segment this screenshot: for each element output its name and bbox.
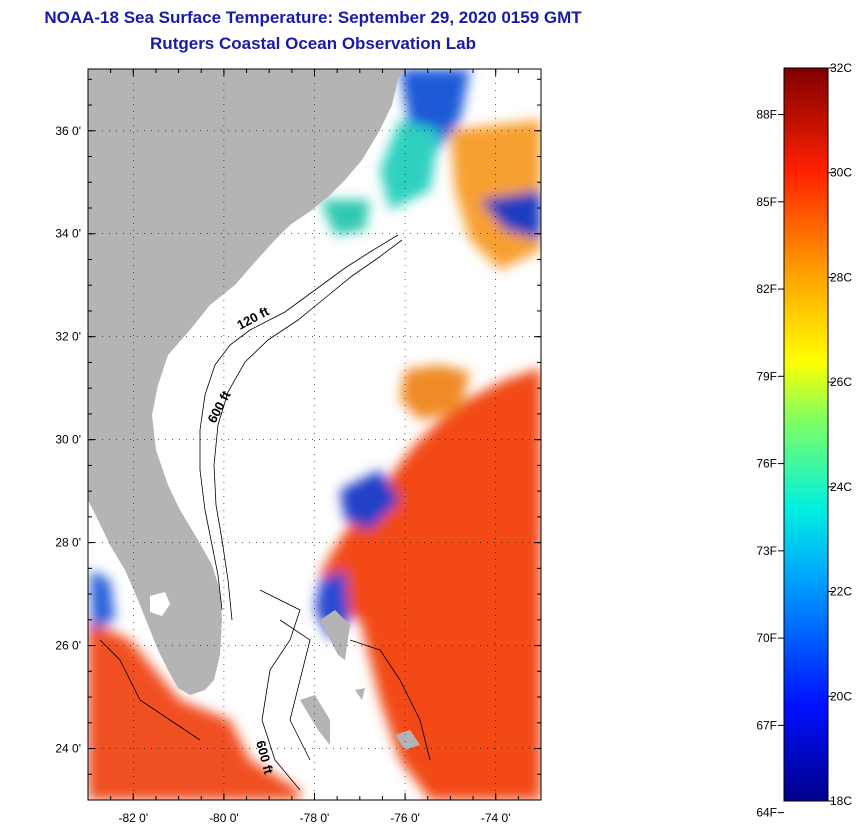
colorbar-c-label: 20C <box>830 689 852 703</box>
lon-tick-label: -78 0' <box>300 811 330 825</box>
colorbar-f-label: 67F <box>756 718 777 732</box>
map-title: NOAA-18 Sea Surface Temperature: Septemb… <box>44 8 582 27</box>
colorbar-c-label: 26C <box>830 375 852 389</box>
colorbar-c-label: 28C <box>830 270 852 284</box>
lat-tick-label: 26 0' <box>55 639 81 653</box>
lat-tick-label: 30 0' <box>55 433 81 447</box>
lon-tick-label: -74 0' <box>481 811 511 825</box>
colorbar-f-label: 88F <box>756 108 777 122</box>
longitude-axis: -82 0' -80 0' -78 0' -76 0' -74 0' <box>87 69 542 825</box>
isobath-120ft <box>199 234 399 611</box>
isobath-600ft <box>213 239 403 621</box>
lat-tick-label: 34 0' <box>55 227 81 241</box>
colorbar-c-label: 30C <box>830 166 852 180</box>
land-bahamas <box>300 610 420 750</box>
colorbar-c-label: 32C <box>830 61 852 75</box>
lat-tick-label: 24 0' <box>55 742 81 756</box>
colorbar-f-label: 70F <box>756 631 777 645</box>
colorbar-c-label: 18C <box>830 794 852 808</box>
colorbar-c-label: 22C <box>830 585 852 599</box>
cold-water-northeast <box>480 190 541 240</box>
map-graticule <box>88 69 541 800</box>
colorbar-f-label: 82F <box>756 282 777 296</box>
lon-tick-label: -76 0' <box>390 811 420 825</box>
cold-water-edge <box>340 470 400 530</box>
cool-water-coast <box>320 200 370 235</box>
colorbar-f-label: 85F <box>756 195 777 209</box>
cool-water-north-2 <box>380 120 440 210</box>
sst-field <box>88 69 541 800</box>
latitude-axis: 36 0' 34 0' 32 0' 30 0' 28 0' 26 0' 24 0' <box>55 78 541 801</box>
lon-tick-label: -80 0' <box>209 811 239 825</box>
lat-tick-label: 36 0' <box>55 124 81 138</box>
cold-water-west <box>90 570 115 630</box>
colorbar-f-label: 64F <box>756 806 777 820</box>
colorbar-f-label: 76F <box>756 457 777 471</box>
map-subtitle: Rutgers Coastal Ocean Observation Lab <box>150 34 476 53</box>
colorbar-scale <box>783 67 829 802</box>
lat-tick-label: 32 0' <box>55 330 81 344</box>
colorbar-c-label: 24C <box>830 480 852 494</box>
warm-water-southwest <box>88 620 300 800</box>
colorbar-celsius-axis: 32C 30C 28C 26C 24C 22C 20C 18C <box>828 61 852 808</box>
warm-water-gulfstream <box>320 368 541 800</box>
lake-okeechobee <box>150 592 170 616</box>
colorbar-f-label: 73F <box>756 544 777 558</box>
warm-water-mid <box>400 365 470 420</box>
lon-tick-label: -82 0' <box>118 811 148 825</box>
lat-tick-label: 28 0' <box>55 536 81 550</box>
colorbar-f-label: 79F <box>756 369 777 383</box>
isobath-contours <box>99 234 431 791</box>
land-us-coast <box>88 69 405 695</box>
colorbar-fahrenheit-axis: 88F 85F 82F 79F 76F 73F 70F 67F 64F <box>756 108 784 820</box>
